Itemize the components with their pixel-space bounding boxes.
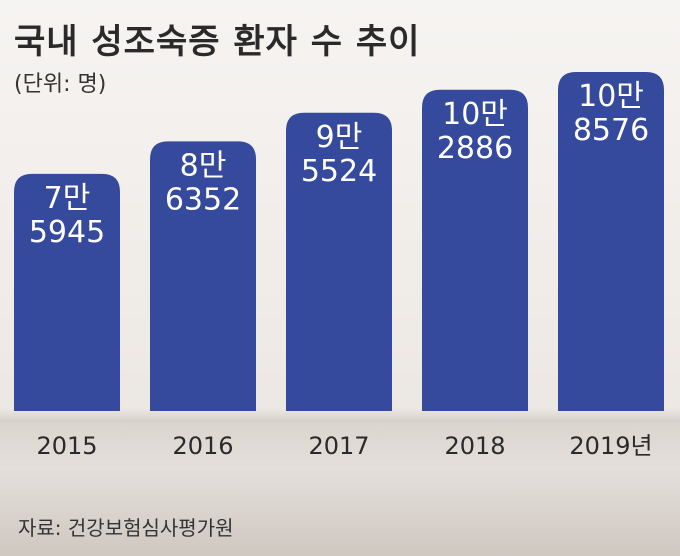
- source-note: 자료: 건강보험심사평가원: [18, 516, 234, 540]
- x-tick-label: 2016: [172, 432, 233, 460]
- bar-2017: [286, 112, 392, 411]
- bar-value-label: 7만: [44, 181, 91, 216]
- background-ledge: [0, 408, 680, 422]
- bar-2016: [150, 141, 256, 411]
- bar-value-label: 2886: [437, 131, 513, 166]
- x-tick-label: 2018: [444, 432, 505, 460]
- x-tick-label: 2019년: [569, 432, 652, 460]
- bar-value-label: 10만: [578, 79, 644, 114]
- unit-label: (단위: 명): [14, 72, 107, 97]
- bar-value-label: 8576: [573, 113, 649, 148]
- background-floor: [0, 410, 680, 556]
- chart-title: 국내 성조숙증 환자 수 추이: [14, 22, 421, 62]
- bar-value-label: 10만: [442, 97, 508, 132]
- x-tick-group: 2015 2016 2017 2018 2019년: [36, 432, 652, 460]
- bar-value-label: 8만: [180, 148, 227, 183]
- bar-value-label: 5945: [29, 215, 105, 250]
- bar-2018: [422, 89, 528, 411]
- bar-value-label: 6352: [165, 182, 241, 217]
- bar-2015: [14, 173, 120, 411]
- x-tick-label: 2015: [36, 432, 97, 460]
- x-tick-label: 2017: [308, 432, 369, 460]
- bar-value-label: 9만: [316, 120, 363, 155]
- bar-2019년: [558, 72, 664, 411]
- bar-value-label: 5524: [301, 154, 377, 189]
